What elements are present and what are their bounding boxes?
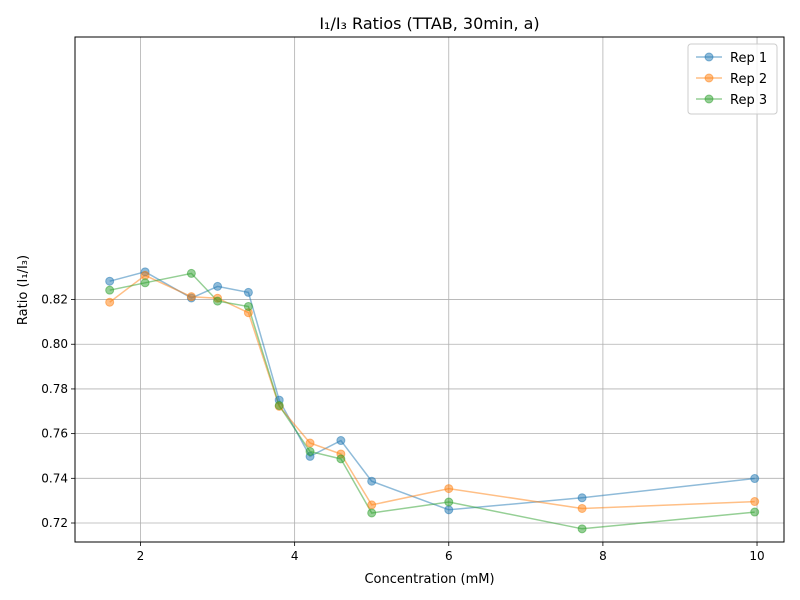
data-point-rep-3 xyxy=(367,508,377,518)
series-line-rep-2 xyxy=(109,274,755,510)
data-point-rep-1 xyxy=(336,436,346,446)
data-point-rep-3 xyxy=(577,524,587,534)
data-point-rep-3 xyxy=(750,507,760,517)
data-point-rep-1 xyxy=(243,287,253,297)
legend-label-rep-1: Rep 1 xyxy=(730,51,767,66)
series-line-rep-3 xyxy=(109,272,755,530)
grid-lines xyxy=(75,37,784,542)
legend-marker-rep-1 xyxy=(704,52,714,62)
plot-area xyxy=(75,37,784,542)
data-point-rep-3 xyxy=(105,285,115,295)
data-point-rep-1 xyxy=(213,281,223,291)
legend-label-rep-2: Rep 2 xyxy=(730,72,767,87)
x-tick-label: 10 xyxy=(749,549,764,563)
data-point-rep-2 xyxy=(750,497,760,507)
x-axis-label: Concentration (mM) xyxy=(364,572,494,587)
data-point-rep-2 xyxy=(140,270,150,280)
y-tick-label: 0.80 xyxy=(41,337,68,351)
legend-marker-rep-3 xyxy=(704,94,714,104)
legend: Rep 1 Rep 2 Rep 3 xyxy=(687,43,778,115)
series-lines xyxy=(109,270,755,530)
data-point-rep-2 xyxy=(367,500,377,510)
x-tick-label: 6 xyxy=(445,549,453,563)
data-point-rep-1 xyxy=(750,474,760,484)
data-point-rep-1 xyxy=(367,476,377,486)
y-tick-label: 0.82 xyxy=(41,293,68,307)
data-point-rep-1 xyxy=(444,505,454,515)
x-tick-label: 8 xyxy=(599,549,607,563)
data-point-rep-2 xyxy=(577,503,587,513)
data-point-rep-3 xyxy=(243,301,253,311)
data-point-rep-1 xyxy=(577,493,587,503)
legend-marker-rep-2 xyxy=(704,73,714,83)
data-point-rep-3 xyxy=(186,268,196,278)
data-point-rep-2 xyxy=(105,297,115,307)
data-point-rep-1 xyxy=(105,276,115,286)
data-point-rep-3 xyxy=(444,497,454,507)
data-point-rep-3 xyxy=(140,278,150,288)
data-point-rep-2 xyxy=(444,484,454,494)
data-point-rep-3 xyxy=(305,447,315,457)
chart-title: I₁/I₃ Ratios (TTAB, 30min, a) xyxy=(319,14,539,33)
data-point-rep-3 xyxy=(274,400,284,410)
y-tick-label: 0.78 xyxy=(41,382,68,396)
data-point-rep-2 xyxy=(186,292,196,302)
y-tick-label: 0.72 xyxy=(41,516,68,530)
data-point-rep-3 xyxy=(213,296,223,306)
x-tick-label: 4 xyxy=(291,549,299,563)
series-markers xyxy=(105,267,760,534)
x-tick-label: 2 xyxy=(137,549,145,563)
data-point-rep-3 xyxy=(336,454,346,464)
legend-label-rep-3: Rep 3 xyxy=(730,93,767,108)
x-axis-ticks: 2 4 6 8 10 xyxy=(137,542,765,563)
data-point-rep-2 xyxy=(305,438,315,448)
y-axis-ticks: 0.72 0.74 0.76 0.78 0.80 0.82 xyxy=(41,293,75,530)
y-axis-label: Ratio (I₁/I₃) xyxy=(16,255,31,325)
plot-frame xyxy=(74,36,785,543)
y-tick-label: 0.76 xyxy=(41,427,68,441)
y-tick-label: 0.74 xyxy=(41,471,68,485)
